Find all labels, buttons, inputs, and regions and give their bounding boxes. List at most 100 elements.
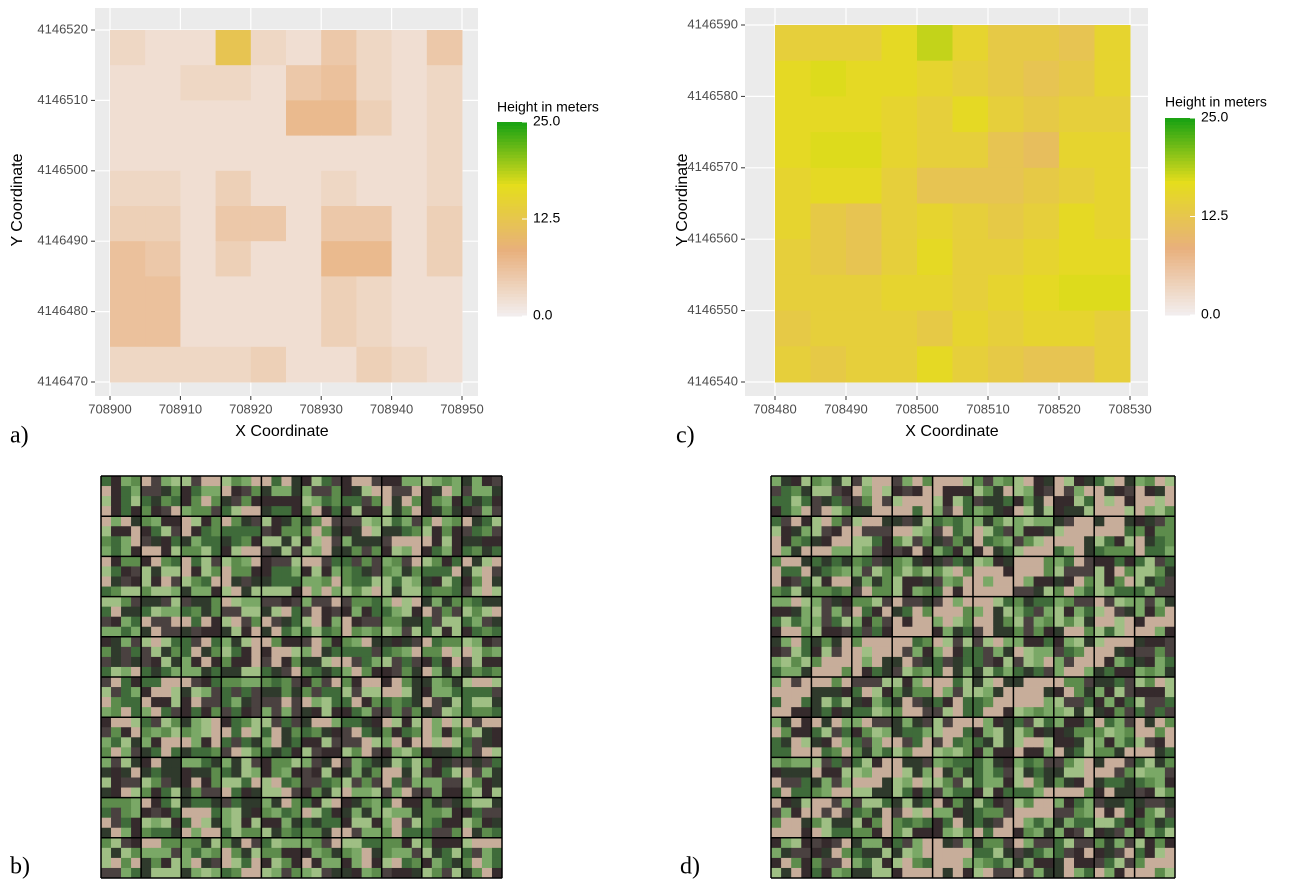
image-pixel (401, 677, 413, 688)
image-pixel (801, 516, 812, 527)
image-pixel (461, 707, 473, 718)
colorbar-label: 12.5 (533, 210, 560, 226)
image-pixel (331, 526, 342, 537)
image-pixel (141, 566, 152, 577)
image-pixel (1013, 747, 1024, 758)
image-pixel (993, 737, 1004, 748)
image-pixel (1074, 677, 1085, 688)
image-pixel (491, 757, 503, 768)
image-pixel (1154, 687, 1166, 698)
image-pixel (831, 476, 843, 487)
image-pixel (912, 687, 923, 698)
image-pixel (1063, 526, 1075, 537)
image-pixel (211, 807, 222, 819)
image-pixel (121, 526, 132, 537)
image-pixel (912, 516, 923, 527)
image-pixel (161, 677, 172, 688)
image-pixel (1164, 767, 1176, 778)
image-pixel (1124, 717, 1135, 728)
image-pixel (1164, 576, 1176, 587)
cell (180, 311, 217, 348)
cell (145, 346, 181, 383)
image-pixel (872, 857, 883, 869)
colorbar-segment (497, 219, 527, 223)
image-pixel (361, 506, 373, 517)
image-pixel (851, 666, 863, 678)
image-pixel (831, 576, 843, 587)
image-pixel (411, 546, 423, 557)
image-pixel (771, 777, 782, 788)
image-pixel (481, 666, 493, 678)
image-pixel (431, 626, 443, 638)
image-pixel (942, 757, 954, 768)
image-pixel (892, 767, 903, 778)
image-pixel (331, 677, 342, 688)
image-pixel (1013, 616, 1024, 628)
image-pixel (861, 636, 873, 648)
image-pixel (131, 496, 142, 507)
image-pixel (481, 767, 493, 778)
image-pixel (851, 636, 863, 648)
image-pixel (221, 546, 232, 557)
image-pixel (211, 576, 222, 587)
image-pixel (1114, 626, 1125, 638)
image-pixel (851, 737, 863, 748)
image-pixel (771, 566, 782, 577)
image-pixel (1154, 526, 1166, 537)
image-pixel (321, 636, 332, 648)
image-pixel (251, 636, 262, 648)
image-pixel (1013, 767, 1024, 778)
image-pixel (351, 496, 363, 507)
image-pixel (973, 596, 984, 608)
image-pixel (983, 687, 994, 698)
image-pixel (411, 596, 423, 608)
image-pixel (371, 536, 383, 547)
image-pixel (882, 687, 893, 698)
image-pixel (1144, 747, 1156, 758)
image-pixel (131, 586, 142, 597)
image-pixel (241, 757, 252, 768)
colorbar-segment (1165, 288, 1195, 293)
image-pixel (411, 867, 423, 879)
image-pixel (111, 697, 122, 708)
image-pixel (381, 566, 393, 577)
image-pixel (872, 526, 883, 537)
image-pixel (801, 827, 812, 839)
image-pixel (821, 576, 832, 587)
image-pixel (281, 687, 292, 698)
image-pixel (1013, 606, 1024, 618)
image-pixel (201, 797, 212, 809)
image-pixel (291, 717, 302, 728)
image-pixel (461, 857, 473, 869)
image-pixel (311, 586, 322, 597)
image-pixel (1154, 606, 1166, 618)
image-pixel (131, 596, 142, 608)
image-pixel (942, 606, 954, 618)
image-pixel (892, 536, 903, 547)
image-pixel (461, 867, 473, 879)
image-pixel (441, 666, 453, 678)
image-pixel (161, 666, 172, 678)
image-pixel (181, 616, 192, 628)
image-pixel (131, 626, 142, 638)
image-pixel (1043, 556, 1055, 567)
image-pixel (993, 717, 1004, 728)
image-pixel (311, 486, 322, 497)
image-pixel (882, 616, 893, 628)
image-pixel (821, 486, 832, 497)
image-pixel (221, 737, 232, 748)
image-pixel (181, 596, 192, 608)
image-pixel (831, 707, 843, 718)
image-pixel (1053, 646, 1065, 658)
image-pixel (1023, 717, 1034, 728)
cell (110, 206, 146, 242)
image-pixel (441, 737, 453, 748)
image-pixel (1124, 516, 1135, 527)
image-pixel (141, 677, 152, 688)
image-pixel (973, 867, 984, 879)
image-pixel (491, 697, 503, 708)
image-pixel (171, 687, 182, 698)
image-pixel (201, 496, 212, 507)
image-pixel (1114, 666, 1125, 678)
image-pixel (1013, 496, 1024, 507)
